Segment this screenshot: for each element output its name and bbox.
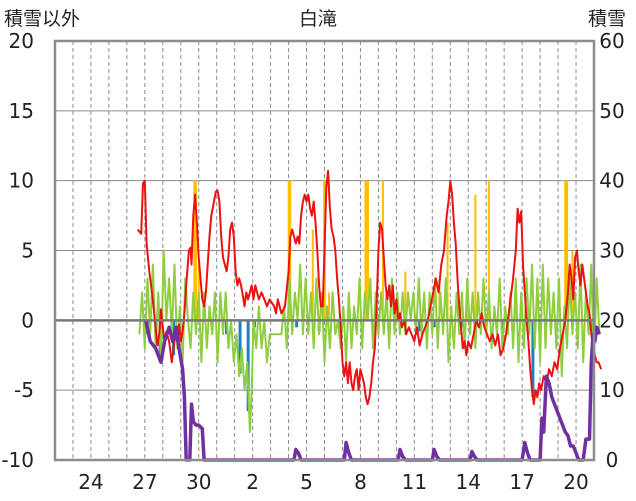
x-tick-label: 30 xyxy=(186,470,211,494)
precipitation-bar xyxy=(487,180,490,321)
right-tick-label: 60 xyxy=(599,29,624,53)
right-tick-label: 10 xyxy=(599,378,624,402)
right-tick-label: 50 xyxy=(599,99,624,123)
right-tick-label: 0 xyxy=(606,448,619,472)
precipitation-bar xyxy=(474,194,477,321)
temperature-line xyxy=(136,169,603,406)
right-tick-label: 40 xyxy=(599,169,624,193)
temp_change-line xyxy=(138,249,601,434)
x-tick-label: 24 xyxy=(78,470,103,494)
negative-bar xyxy=(418,320,422,332)
precipitation-bar xyxy=(446,222,449,321)
x-tick-label: 5 xyxy=(300,470,313,494)
negative-bar xyxy=(531,320,535,398)
precipitation-bar xyxy=(311,229,314,321)
negative-bar xyxy=(432,320,436,328)
precipitation-bar xyxy=(193,180,197,321)
left-tick-label: -5 xyxy=(14,378,34,402)
precipitation-bar xyxy=(466,292,469,321)
left-tick-label: 10 xyxy=(9,169,34,193)
right-axis-label: 積雪 xyxy=(588,8,626,30)
left-tick-label: 20 xyxy=(9,29,34,53)
x-tick-label: 11 xyxy=(402,470,427,494)
x-tick-label: 8 xyxy=(354,470,367,494)
left-axis-label: 積雪以外 xyxy=(4,8,80,30)
precipitation-bar xyxy=(404,271,407,321)
precipitation-bar xyxy=(327,292,330,321)
x-tick-label: 14 xyxy=(456,470,481,494)
right-tick-label: 20 xyxy=(599,308,624,332)
x-tick-label: 17 xyxy=(509,470,534,494)
precipitation-bar xyxy=(364,180,369,321)
x-tick-label: 20 xyxy=(563,470,588,494)
left-tick-label: -10 xyxy=(1,448,34,472)
x-tick-label: 27 xyxy=(132,470,157,494)
negative-bar xyxy=(538,320,542,328)
left-tick-label: 15 xyxy=(9,99,34,123)
axes-layer xyxy=(53,39,596,462)
left-tick-label: 5 xyxy=(21,239,34,263)
precipitation-bar xyxy=(564,180,569,321)
plot-frame xyxy=(53,39,596,462)
left-tick-label: 0 xyxy=(21,308,34,332)
right-tick-label: 30 xyxy=(599,239,624,263)
x-tick-label: 2 xyxy=(246,470,259,494)
negative-bar xyxy=(238,320,242,374)
negative-bar xyxy=(295,320,299,328)
chart-title: 白滝 xyxy=(299,8,337,30)
